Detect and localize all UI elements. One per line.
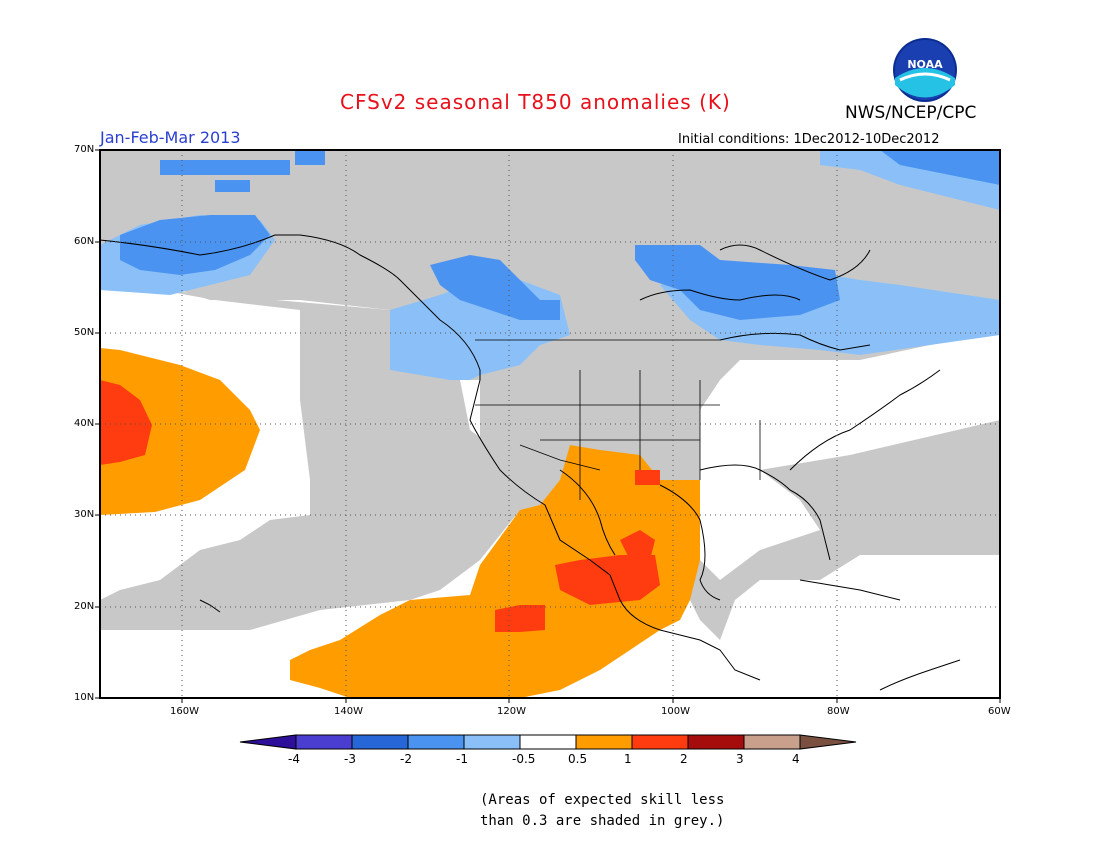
legend-tick-label: -2 bbox=[400, 752, 412, 766]
legend-tick-label: -3 bbox=[344, 752, 356, 766]
lat-label: 10N bbox=[74, 692, 95, 703]
legend-tick-label: -1 bbox=[456, 752, 468, 766]
footnote-line-2: than 0.3 are shaded in grey.) bbox=[480, 813, 725, 829]
lat-label: 60N bbox=[74, 236, 95, 247]
lon-label: 140W bbox=[334, 706, 363, 717]
initial-conditions-label: Initial conditions: 1Dec2012-10Dec2012 bbox=[678, 132, 940, 147]
lat-label: 30N bbox=[74, 509, 95, 520]
lat-lon-grid bbox=[100, 150, 1000, 698]
lon-label: 120W bbox=[497, 706, 526, 717]
legend-tick-label: 2 bbox=[680, 752, 688, 766]
lat-label: 40N bbox=[74, 418, 95, 429]
coastlines bbox=[100, 234, 961, 691]
skill-footnote: (Areas of expected skill less than 0.3 a… bbox=[480, 790, 724, 832]
chart-title: CFSv2 seasonal T850 anomalies (K) bbox=[340, 90, 731, 114]
warm-anomaly-regions bbox=[100, 348, 725, 698]
legend-tick-label: 4 bbox=[792, 752, 800, 766]
legend-tick-label: 0.5 bbox=[568, 752, 588, 766]
season-label: Jan-Feb-Mar 2013 bbox=[100, 128, 241, 147]
legend-tick-label: -4 bbox=[288, 752, 300, 766]
legend-tick-label: 1 bbox=[624, 752, 632, 766]
lat-label: 20N bbox=[74, 601, 95, 612]
lon-label: 100W bbox=[661, 706, 690, 717]
lat-label: 50N bbox=[74, 327, 95, 338]
lat-label: 70N bbox=[74, 144, 95, 155]
footnote-line-1: (Areas of expected skill less bbox=[480, 792, 725, 808]
cold-anomaly-regions bbox=[100, 150, 1000, 380]
lon-label: 80W bbox=[827, 706, 850, 717]
agency-label: NWS/NCEP/CPC bbox=[845, 103, 977, 123]
lon-label: 160W bbox=[170, 706, 199, 717]
near-normal-regions bbox=[700, 335, 1000, 580]
axis-ticks bbox=[95, 149, 1001, 703]
lon-label: 60W bbox=[988, 706, 1011, 717]
legend-tick-label: -0.5 bbox=[512, 752, 536, 766]
legend-tick-label: 3 bbox=[736, 752, 744, 766]
